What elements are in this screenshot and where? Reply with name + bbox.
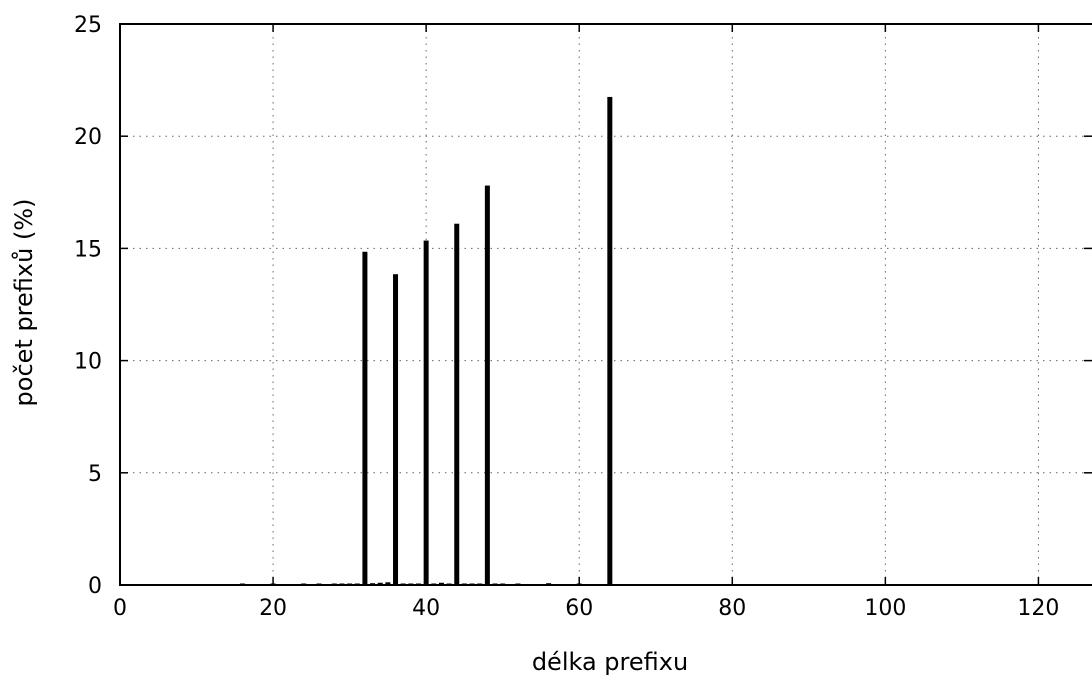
bar — [484, 185, 490, 585]
bar — [423, 240, 429, 585]
bar — [362, 251, 368, 586]
x-tick-label: 60 — [565, 596, 593, 621]
tick-marks — [119, 23, 1092, 586]
y-axis-label: počet prefixů (%) — [10, 199, 38, 407]
y-tick-label: 20 — [74, 125, 102, 150]
bar — [607, 96, 613, 586]
bar — [385, 582, 391, 585]
x-tick-label: 40 — [412, 596, 440, 621]
plot-frame — [119, 23, 1092, 586]
x-tick-label: 120 — [1017, 596, 1059, 621]
grid-lines — [120, 24, 1092, 585]
x-axis-label: délka prefixu — [532, 648, 688, 676]
y-tick-labels: 0 5 10 15 20 25 — [74, 13, 102, 599]
bars — [239, 96, 613, 586]
bar — [393, 274, 399, 585]
y-tick-label: 5 — [88, 462, 102, 487]
x-tick-label: 20 — [259, 596, 287, 621]
bar — [377, 582, 383, 585]
x-tick-label: 100 — [864, 596, 906, 621]
bar — [454, 223, 460, 585]
y-tick-label: 10 — [74, 350, 102, 375]
x-tick-labels: 0 20 40 60 80 100 120 — [113, 596, 1059, 621]
bar — [438, 582, 444, 585]
x-tick-label: 80 — [718, 596, 746, 621]
y-tick-label: 15 — [74, 237, 102, 262]
y-tick-label: 25 — [74, 13, 102, 38]
x-tick-label: 0 — [113, 596, 127, 621]
y-tick-label: 0 — [88, 574, 102, 599]
